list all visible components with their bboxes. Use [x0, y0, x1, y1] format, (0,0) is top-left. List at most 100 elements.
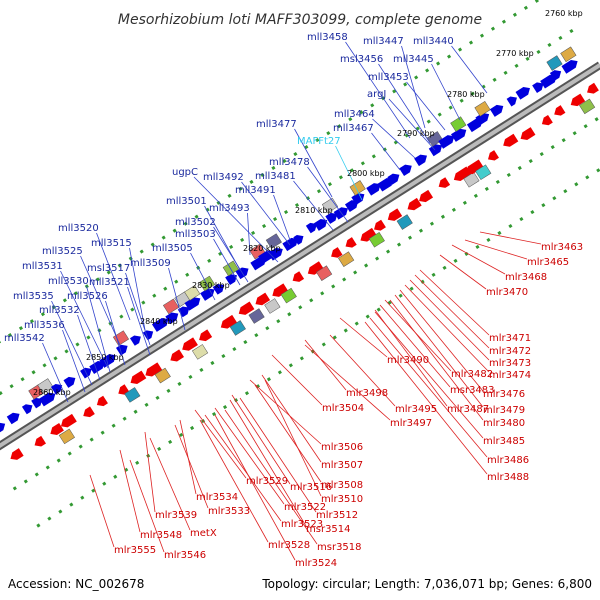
- bottom-label-leader: [119, 449, 141, 533]
- bottom-gene-label: mlr3533: [208, 506, 250, 517]
- bottom-label-leader: [224, 409, 318, 545]
- reverse-gene-arrow: [520, 127, 536, 140]
- top-label-leader: [60, 270, 109, 369]
- top-label-leader: [307, 166, 349, 223]
- bottom-gene-label: mlr3504: [322, 403, 364, 414]
- reverse-gene-arrow: [487, 150, 499, 161]
- forward-gene-arrow: [489, 104, 504, 117]
- bottom-label-leader: [394, 294, 484, 408]
- forward-gene-arrow: [99, 354, 116, 368]
- bottom-gene-label: mlr3486: [487, 455, 529, 466]
- reverse-gene-arrow: [438, 177, 451, 188]
- forward-gene-arrow: [475, 113, 490, 126]
- top-gene-label: mll3503: [175, 229, 216, 240]
- bottom-label-leader: [399, 289, 484, 392]
- bottom-label-leader: [239, 397, 317, 513]
- bottom-gene-label: mlr3472: [489, 346, 531, 357]
- bottom-label-leader: [451, 244, 506, 275]
- reverse-gene-arrow: [34, 435, 46, 447]
- bottom-gene-label: mlr3473: [489, 358, 531, 369]
- forward-gene-arrow: [414, 154, 427, 167]
- top-label-leader: [125, 272, 151, 346]
- forward-gene-arrow: [50, 383, 63, 395]
- bottom-label-leader: [329, 334, 396, 407]
- bottom-gene-label: mlr3480: [483, 418, 525, 429]
- top-gene-label: mll3467: [333, 123, 374, 134]
- forward-gene-arrow: [532, 82, 544, 93]
- forward-gene-arrow: [177, 306, 190, 318]
- forward-feature-block: [474, 100, 491, 117]
- bottom-gene-label: mlr3546: [164, 550, 206, 561]
- reverse-gene-arrow: [182, 337, 198, 351]
- forward-gene-arrow: [151, 318, 169, 332]
- top-gene-label: mll3492: [203, 172, 244, 183]
- bottom-label-leader: [384, 299, 452, 372]
- top-label-leader: [77, 314, 101, 381]
- topology-summary: Topology: circular; Length: 7,036,071 bp…: [261, 577, 592, 591]
- reverse-gene-arrow: [60, 413, 77, 428]
- top-label-leader: [213, 226, 249, 283]
- bottom-label-leader: [374, 311, 484, 439]
- bottom-gene-label: metX: [190, 528, 217, 539]
- forward-gene-arrow: [184, 297, 201, 311]
- kbp-marker-label: 2790 kbp: [397, 129, 435, 138]
- reverse-gene-arrow: [465, 159, 484, 175]
- reverse-gene-arrow: [541, 114, 553, 126]
- reverse-gene-arrow: [554, 105, 566, 116]
- bottom-label-leader: [254, 384, 322, 483]
- reverse-gene-arrow: [374, 219, 386, 231]
- bottom-label-leader: [229, 399, 307, 527]
- bottom-label-leader: [409, 279, 490, 361]
- reverse-gene-arrow: [170, 349, 184, 362]
- bottom-label-leader: [464, 239, 528, 260]
- reverse-gene-arrow: [255, 292, 271, 306]
- bottom-gene-label: mlr3495: [395, 404, 437, 415]
- bottom-gene-label: msr3518: [317, 542, 362, 553]
- bottom-gene-label: mlr3485: [483, 436, 525, 447]
- top-gene-label: mll3458: [307, 32, 348, 43]
- reverse-gene-arrow: [130, 370, 147, 385]
- bottom-label-leader: [414, 274, 490, 349]
- top-label-leader: [273, 194, 291, 241]
- forward-gene-arrow: [116, 344, 128, 356]
- forward-feature-block: [426, 131, 444, 147]
- bottom-gene-label: mlr3510: [321, 494, 363, 505]
- gene-labels: mll3458 mll3447 mll3440 msl3456 mll3445 mll34…: [4, 32, 583, 569]
- forward-feature-block: [112, 330, 130, 346]
- forward-feature-block: [265, 233, 282, 249]
- bottom-gene-label: mlr3468: [505, 272, 547, 283]
- forward-feature-block: [321, 197, 339, 214]
- bottom-label-leader: [231, 394, 291, 485]
- top-gene-label: mll3532: [39, 305, 80, 316]
- bottom-gene-label: mlr3470: [486, 287, 528, 298]
- forward-feature-block: [546, 55, 563, 71]
- reverse-gene-arrow: [387, 208, 403, 221]
- reverse-gene-arrow: [587, 82, 599, 94]
- bottom-gene-label: mlr3488: [487, 472, 529, 483]
- reverse-gene-arrow: [83, 406, 95, 418]
- reverse-gene-arrow: [199, 329, 213, 342]
- bottom-gene-label: mlr3471: [489, 333, 531, 344]
- bottom-label-leader: [214, 414, 296, 561]
- top-gene-label: mll3505: [152, 243, 193, 254]
- reverse-gene-arrow: [503, 133, 519, 147]
- top-gene-label: mll3526: [67, 291, 108, 302]
- top-label-leader: [190, 252, 216, 301]
- kbp-marker-label: 2780 kbp: [447, 90, 485, 99]
- kbp-marker-label: 2770 kbp: [496, 49, 534, 58]
- reverse-gene-arrow: [331, 247, 343, 258]
- top-label-leader: [96, 232, 131, 321]
- forward-feature-block: [560, 46, 577, 63]
- reverse-feature-block: [124, 387, 141, 403]
- forward-gene-arrow: [39, 392, 56, 407]
- bottom-gene-label: msr3514: [306, 524, 351, 535]
- top-label-leader: [168, 267, 186, 331]
- kbp-marker-label: 2830 kbp: [192, 281, 230, 290]
- top-gene-label: mll3502: [175, 217, 216, 228]
- top-label-leader: [193, 176, 279, 263]
- top-gene-label: mll3535: [13, 291, 54, 302]
- bottom-gene-label: mlr3523: [281, 519, 323, 530]
- reverse-feature-block: [191, 344, 209, 360]
- bottom-label-leader: [129, 459, 165, 553]
- forward-gene-arrow: [313, 218, 328, 231]
